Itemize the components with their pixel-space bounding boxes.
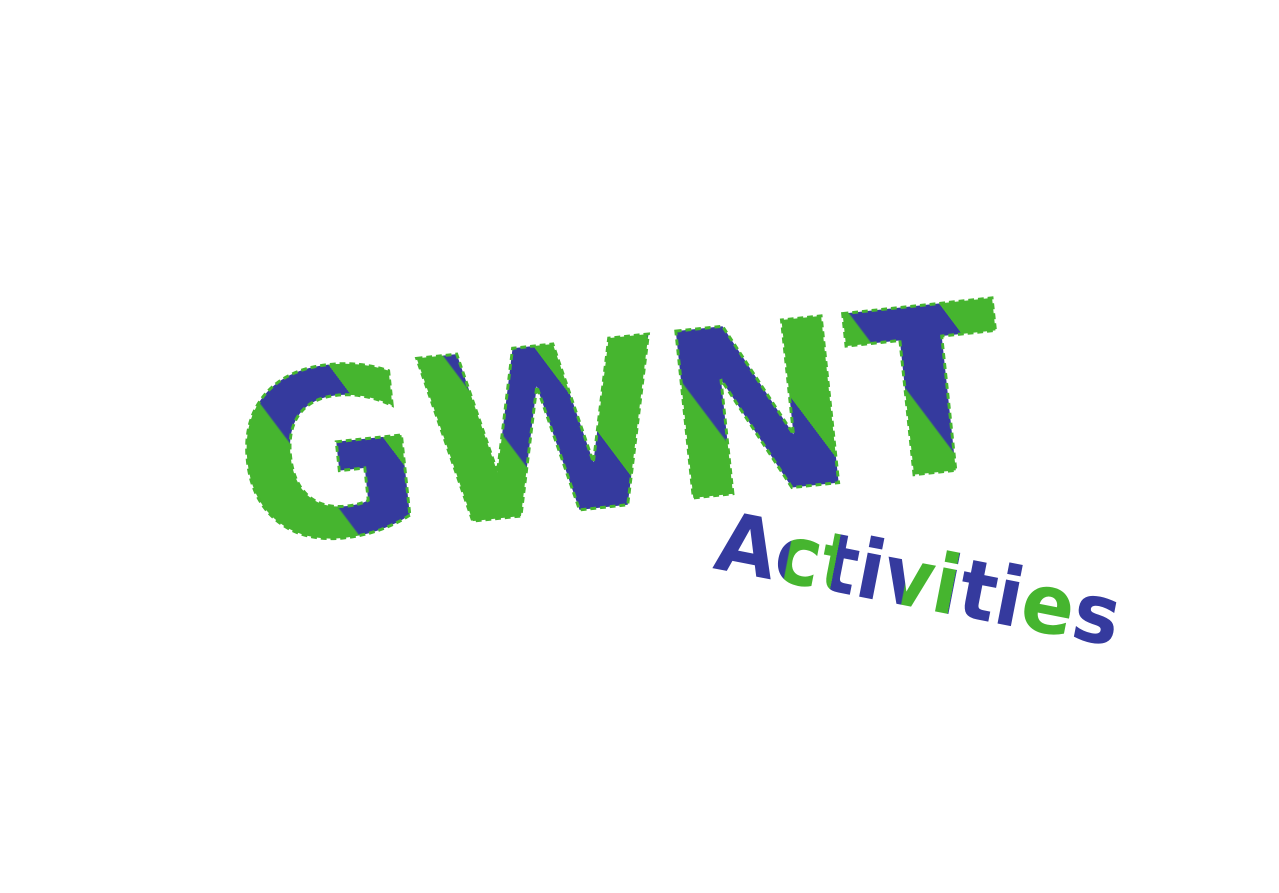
logo: GWNT Activities xyxy=(0,0,1279,893)
background xyxy=(0,0,1279,893)
page: GWNT Activities (() => { const data = JS… xyxy=(0,0,1279,893)
